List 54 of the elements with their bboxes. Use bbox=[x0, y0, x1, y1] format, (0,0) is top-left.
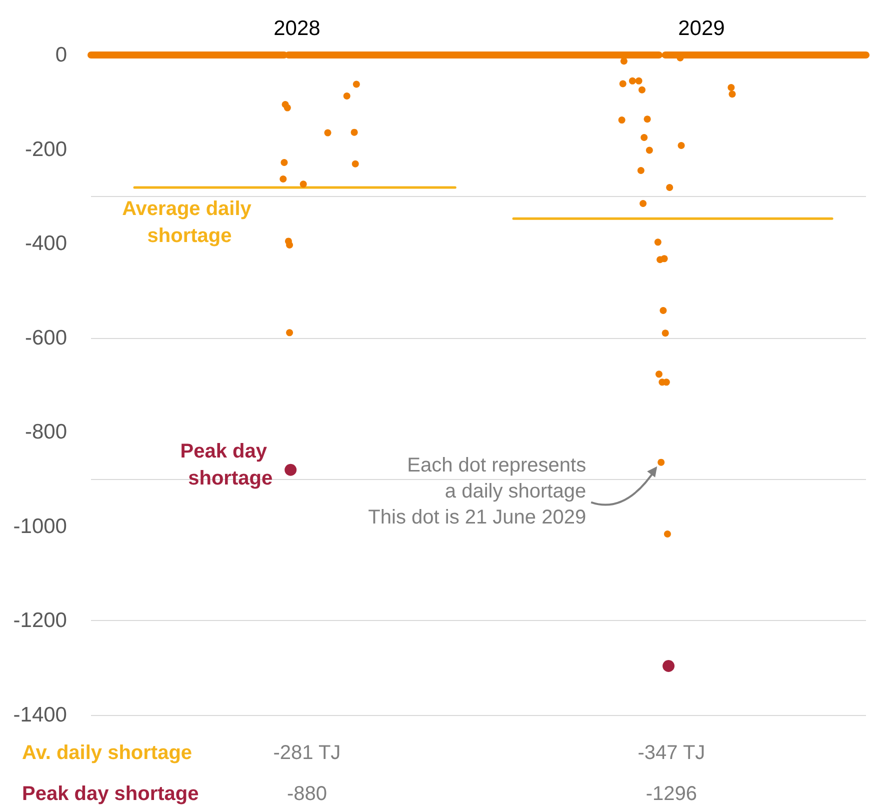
point bbox=[637, 167, 644, 174]
text: -1296 bbox=[646, 783, 698, 805]
point bbox=[620, 58, 628, 65]
x-tick-label: 2029 bbox=[678, 17, 725, 40]
y-tick-label: 0 bbox=[55, 44, 67, 66]
point bbox=[300, 180, 307, 188]
text: -347 TJ bbox=[638, 742, 706, 764]
point bbox=[728, 84, 735, 92]
point bbox=[343, 92, 350, 100]
point bbox=[662, 660, 675, 672]
y-tick-label: -1400 bbox=[13, 704, 67, 726]
x-tick-label: 2028 bbox=[274, 17, 320, 40]
y-tick-label: -600 bbox=[24, 326, 67, 350]
series-label: Average daily shortage bbox=[122, 198, 257, 247]
point bbox=[666, 184, 674, 191]
point bbox=[286, 241, 294, 248]
point bbox=[655, 370, 662, 378]
point bbox=[324, 129, 332, 136]
point bbox=[678, 142, 685, 150]
annotation: Each dot represents a daily shortage This dot is 21 June 2029 bbox=[368, 454, 586, 528]
point bbox=[280, 158, 288, 166]
text: -880 bbox=[286, 783, 327, 805]
text: -281 TJ bbox=[273, 742, 341, 764]
point bbox=[660, 255, 668, 262]
point bbox=[662, 330, 669, 337]
point bbox=[286, 329, 294, 336]
point bbox=[644, 116, 651, 123]
text: Peak day shortage bbox=[22, 783, 199, 805]
y-tick-label: -400 bbox=[24, 232, 67, 256]
y-tick-label: -1200 bbox=[13, 609, 67, 632]
point bbox=[350, 128, 358, 136]
point bbox=[660, 307, 667, 314]
point bbox=[646, 146, 653, 154]
point bbox=[628, 77, 636, 84]
point bbox=[284, 104, 291, 112]
text: Av. daily shortage bbox=[22, 742, 192, 764]
y-tick-label: -200 bbox=[24, 138, 67, 161]
point bbox=[619, 80, 626, 88]
series-label: Peak day shortage bbox=[180, 440, 273, 490]
point bbox=[352, 80, 360, 88]
point bbox=[640, 134, 648, 141]
point bbox=[284, 464, 297, 476]
point bbox=[352, 160, 359, 168]
point bbox=[654, 238, 662, 246]
point bbox=[664, 530, 671, 538]
point bbox=[658, 458, 665, 466]
point bbox=[635, 77, 642, 84]
point bbox=[618, 116, 626, 124]
y-tick-label: -800 bbox=[24, 420, 67, 444]
point bbox=[640, 200, 647, 207]
point bbox=[728, 90, 736, 98]
point bbox=[638, 86, 646, 94]
point bbox=[280, 175, 287, 182]
y-tick-label: -1000 bbox=[13, 514, 67, 538]
